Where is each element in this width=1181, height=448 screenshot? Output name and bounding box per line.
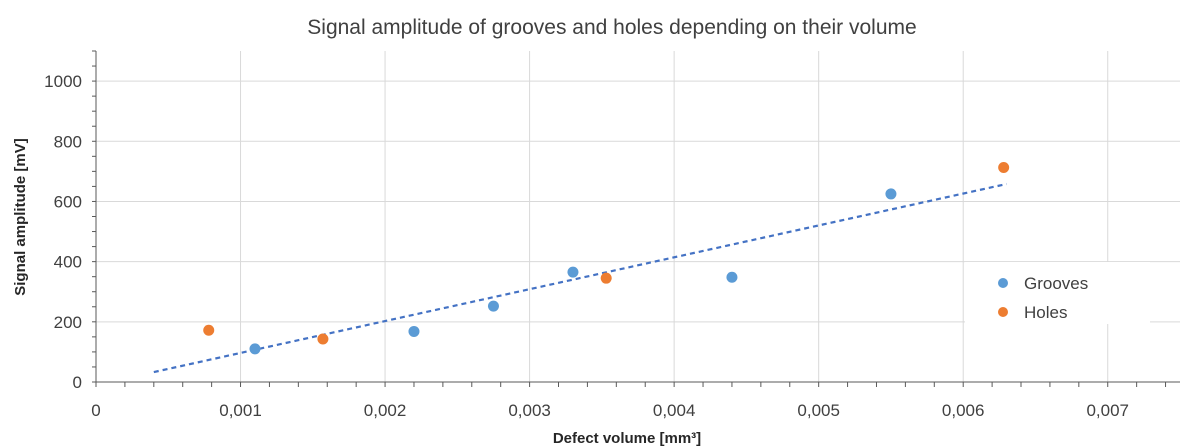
point-grooves (885, 188, 897, 200)
chart-title: Signal amplitude of grooves and holes de… (307, 16, 916, 39)
x-tick-label: 0 (91, 401, 100, 420)
point-grooves (567, 266, 579, 278)
x-axis-title: Defect volume [mm³] (553, 430, 701, 447)
x-tick-label: 0,003 (508, 401, 551, 420)
axes (92, 50, 1180, 387)
trendline-line (153, 182, 1007, 374)
y-tick-label: 1000 (44, 72, 82, 91)
x-tick-label: 0,007 (1086, 401, 1129, 420)
x-tick-label: 0,002 (364, 401, 407, 420)
point-holes (600, 272, 612, 284)
x-tick-label: 0,005 (797, 401, 840, 420)
legend-marker-grooves (998, 278, 1008, 288)
point-grooves (408, 325, 420, 337)
point-grooves (726, 271, 738, 283)
legend: Grooves Holes (965, 262, 1150, 324)
x-tick-label: 0,001 (219, 401, 262, 420)
point-holes (998, 161, 1010, 173)
point-grooves (487, 300, 499, 312)
y-tick-label: 200 (54, 313, 82, 332)
y-axis-tick-labels: 0 200 400 600 800 1000 (44, 72, 82, 392)
y-axis-title: Signal amplitude [mV] (12, 138, 29, 296)
trendline (153, 182, 1007, 374)
x-tick-label: 0,004 (653, 401, 696, 420)
legend-background (965, 262, 1150, 324)
point-holes (203, 324, 215, 336)
point-grooves (249, 343, 261, 355)
y-tick-label: 400 (54, 253, 82, 272)
legend-label-holes: Holes (1024, 303, 1067, 322)
gridlines (96, 51, 1180, 382)
y-tick-label: 600 (54, 192, 82, 211)
x-axis-tick-labels: 0 0,001 0,002 0,003 0,004 0,005 0,006 0,007 (91, 401, 1129, 420)
legend-marker-holes (998, 307, 1008, 317)
point-holes (317, 333, 329, 345)
data-points (203, 161, 1010, 355)
y-tick-label: 0 (73, 373, 82, 392)
y-tick-label: 800 (54, 132, 82, 151)
x-tick-label: 0,006 (942, 401, 985, 420)
legend-label-grooves: Grooves (1024, 274, 1088, 293)
